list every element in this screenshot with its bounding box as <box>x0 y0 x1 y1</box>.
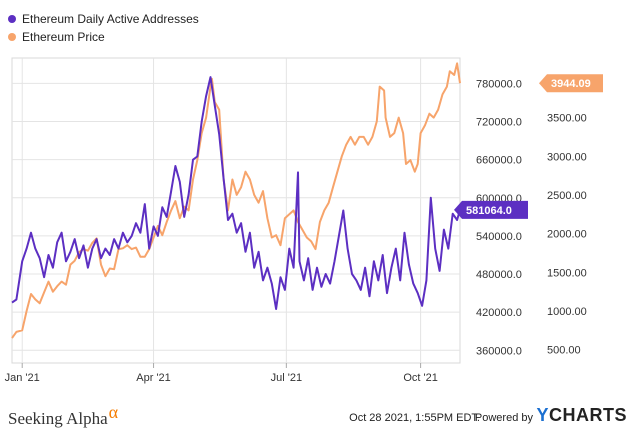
ycharts-wordmark: CHARTS <box>549 405 627 425</box>
legend-swatch-active-addresses <box>8 15 16 23</box>
series-line-active-addresses <box>11 76 461 310</box>
value-flag-label-active-addresses: 581064.0 <box>466 205 512 217</box>
y-right-tick-label: 1500.00 <box>547 267 587 279</box>
legend-item-price[interactable]: Ethereum Price <box>8 28 199 46</box>
x-tick-label: Apr '21 <box>136 372 171 384</box>
alpha-icon: α <box>108 402 119 422</box>
value-flag-active-addresses <box>454 200 528 219</box>
legend-label-active-addresses: Ethereum Daily Active Addresses <box>22 12 199 26</box>
x-tick-label: Oct '21 <box>403 372 438 384</box>
ycharts-logo: YCHARTS <box>536 405 627 426</box>
y-left-tick-label: 780000.0 <box>476 78 522 90</box>
y-right-tick-label: 1000.00 <box>547 306 587 318</box>
legend-swatch-price <box>8 33 16 41</box>
y-left-tick-label: 420000.0 <box>476 307 522 319</box>
legend-label-price: Ethereum Price <box>22 30 105 44</box>
y-right-tick-label: 3000.00 <box>547 151 587 163</box>
powered-by-text: Powered by <box>474 412 533 424</box>
plot-area-border <box>11 57 461 364</box>
y-right-tick-label: 2000.00 <box>547 229 587 241</box>
y-left-tick-label: 660000.0 <box>476 155 522 167</box>
ycharts-y-mark: Y <box>536 405 549 425</box>
value-flag-label-price: 3944.09 <box>551 78 591 90</box>
seeking-alpha-logo: Seeking Alphaα <box>8 402 118 429</box>
y-right-tick-label: 3500.00 <box>547 113 587 125</box>
y-left-tick-label: 360000.0 <box>476 345 522 357</box>
value-flag-price <box>539 74 603 93</box>
legend: Ethereum Daily Active Addresses Ethereum… <box>8 10 199 46</box>
x-tick-label: Jul '21 <box>271 372 302 384</box>
y-left-tick-label: 720000.0 <box>476 117 522 129</box>
brand-text: Seeking Alpha <box>8 409 108 428</box>
series-line-price <box>11 62 461 339</box>
y-left-tick-label: 480000.0 <box>476 269 522 281</box>
y-right-tick-label: 500.00 <box>547 345 581 357</box>
y-right-tick-label: 2500.00 <box>547 190 587 202</box>
legend-item-active-addresses[interactable]: Ethereum Daily Active Addresses <box>8 10 199 28</box>
x-tick-label: Jan '21 <box>5 372 40 384</box>
y-left-tick-label: 540000.0 <box>476 231 522 243</box>
timestamp: Oct 28 2021, 1:55PM EDT. <box>349 412 480 424</box>
